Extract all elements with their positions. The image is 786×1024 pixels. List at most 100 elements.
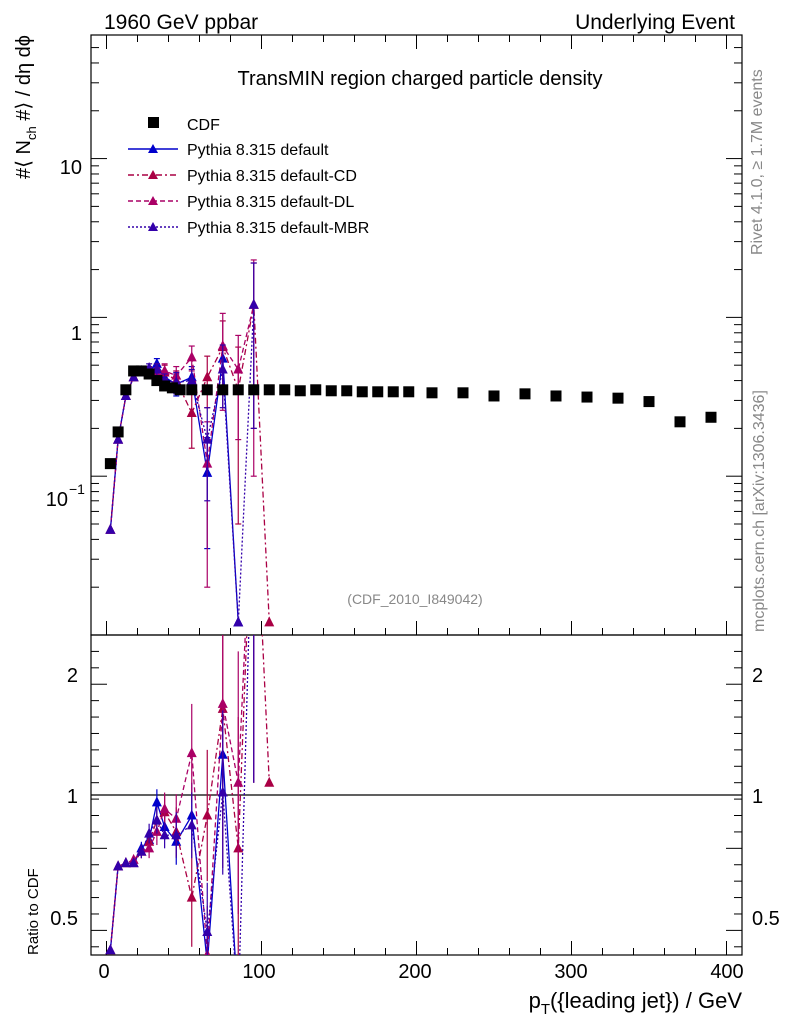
- data-point-cdf: [426, 387, 438, 399]
- data-point-cdf: [104, 458, 116, 470]
- ratio-marker-pythia-8-315-default: [202, 957, 212, 967]
- x-tick-label-200: 200: [398, 961, 431, 983]
- ratio-marker-pythia-8-315-default-mbr: [120, 857, 131, 868]
- data-point-cdf: [705, 411, 717, 423]
- axis-ticks: [91, 34, 742, 955]
- marker-pythia-8-315-default-mbr: [105, 523, 116, 534]
- header-left: 1960 GeV ppbar: [104, 11, 258, 34]
- data-point-cdf: [325, 385, 337, 397]
- legend-label-mbr: Pythia 8.315 default-MBR: [187, 220, 369, 237]
- data-point-cdf: [217, 384, 229, 396]
- ratio-marker-pythia-8-315-default-mbr: [144, 827, 155, 838]
- legend-marker-cd: [148, 170, 158, 179]
- ratio-marker-pythia-8-315-default: [151, 796, 162, 807]
- data-point-cdf: [356, 386, 368, 398]
- ratio-marker-pythia-8-315-default-cd: [264, 776, 275, 787]
- ratio-plot-area: [105, 635, 275, 1012]
- ratio-tick-label-0.5: 0.5: [50, 908, 78, 930]
- data-point-cdf: [248, 384, 260, 396]
- series-line-pythia-8-315-default-dl: [109, 304, 255, 530]
- legend-label-default: Pythia 8.315 default: [187, 142, 329, 159]
- data-point-cdf: [112, 426, 124, 438]
- marker-pythia-8-315-default-mbr: [186, 374, 197, 385]
- y-tick-label-10: 10: [60, 157, 82, 179]
- x-axis-label-sub: T: [541, 1001, 550, 1018]
- ratio-axis-label: Ratio to CDF: [25, 868, 42, 955]
- ratio-marker-pythia-8-315-default-mbr: [128, 857, 139, 868]
- legend-marker-mbr: [148, 222, 158, 231]
- ratio-marker-pythia-8-315-default-mbr: [113, 860, 124, 871]
- ratio-tick-label-1: 1: [67, 786, 78, 808]
- x-axis-label-rest: ({leading jet}) / GeV: [550, 988, 742, 1013]
- data-point-cdf: [151, 375, 163, 387]
- data-point-cdf: [403, 386, 415, 398]
- data-point-cdf: [201, 384, 213, 396]
- ratio-marker-pythia-8-315-default-dl: [159, 802, 170, 813]
- marker-pythia-8-315-default-dl: [159, 364, 170, 375]
- data-point-cdf: [279, 384, 291, 396]
- ratio-marker-pythia-8-315-default-mbr: [159, 829, 170, 840]
- legend-label-cd: Pythia 8.315 default-CD: [187, 168, 357, 185]
- ratio-marker-pythia-8-315-default-mbr: [151, 814, 162, 825]
- x-tick-label-300: 300: [554, 961, 587, 983]
- ratio-marker-pythia-8-315-default-dl: [186, 747, 197, 758]
- data-point-cdf: [174, 384, 186, 396]
- marker-pythia-8-315-default-mbr: [217, 363, 228, 374]
- marker-pythia-8-315-default-mbr: [248, 298, 259, 309]
- ratio-marker-pythia-8-315-default: [233, 1002, 243, 1012]
- data-point-cdf: [674, 416, 686, 428]
- analysis-tag: (CDF_2010_I849042): [347, 591, 482, 607]
- y-tick-label-1: 1: [71, 323, 82, 345]
- data-point-cdf: [488, 390, 500, 402]
- ratio-marker-pythia-8-315-default-mbr: [171, 829, 182, 840]
- ratio-tick-label-right-0.5: 0.5: [752, 908, 780, 930]
- data-point-cdf: [294, 385, 306, 397]
- y-tick-label-exponent: −1: [69, 481, 85, 497]
- data-point-cdf: [581, 391, 593, 403]
- data-point-cdf: [186, 384, 198, 396]
- side-label-mcplots: mcplots.cern.ch [arXiv:1306.3436]: [751, 390, 768, 632]
- marker-pythia-8-315-default-mbr: [202, 433, 213, 444]
- y-axis-label-a: #⟨ N: [13, 140, 35, 179]
- ratio-line-pythia-8-315-default-cd: [109, 635, 270, 951]
- ratio-tick-label-2: 2: [67, 665, 78, 687]
- data-point-cdf: [612, 392, 624, 404]
- data-point-cdf: [166, 382, 178, 394]
- data-point-cdf: [310, 384, 322, 396]
- data-point-cdf: [387, 386, 399, 398]
- data-point-cdf: [550, 390, 562, 402]
- legend-label-cdf: CDF: [187, 117, 220, 134]
- data-point-cdf: [643, 396, 655, 408]
- series-line-pythia-8-315-default-mbr: [109, 304, 255, 623]
- data-point-cdf: [120, 384, 132, 396]
- ratio-marker-pythia-8-315-default-mbr: [186, 819, 197, 830]
- legend-label-dl: Pythia 8.315 default-DL: [187, 194, 354, 211]
- ratio-tick-label-right-2: 2: [752, 665, 763, 687]
- ratio-line-pythia-8-315-default: [109, 754, 236, 955]
- data-point-cdf: [457, 387, 469, 399]
- data-point-cdf: [159, 380, 171, 392]
- series-line-pythia-8-315-default-cd: [109, 304, 270, 623]
- side-label-rivet: Rivet 4.1.0, ≥ 1.7M events: [749, 69, 766, 255]
- ratio-marker-pythia-8-315-default-dl: [217, 697, 228, 708]
- ratio-marker-pythia-8-315-default-mbr: [105, 944, 116, 955]
- marker-pythia-8-315-default-dl: [186, 351, 197, 362]
- data-point-cdf: [143, 368, 155, 380]
- y-tick-label-0.1: 10: [46, 489, 68, 511]
- data-point-cdf: [372, 386, 384, 398]
- legend: CDF Pythia 8.315 default Pythia 8.315 de…: [128, 117, 369, 237]
- data-point-cdf: [341, 385, 353, 397]
- ratio-line-pythia-8-315-default-dl: [109, 635, 246, 955]
- y-axis-label-b: #⟩ / dη dϕ: [13, 35, 35, 126]
- data-point-cdf: [135, 365, 147, 377]
- x-tick-label-400: 400: [710, 961, 743, 983]
- legend-marker-dl: [148, 196, 158, 205]
- ratio-marker-pythia-8-315-default-dl: [144, 842, 155, 853]
- legend-marker-default: [148, 144, 158, 153]
- data-point-cdf: [232, 384, 244, 396]
- y-axis-label-sub: ch: [24, 126, 39, 140]
- data-point-cdf: [128, 365, 140, 377]
- marker-pythia-8-315-default-dl: [233, 363, 244, 374]
- x-axis-label: pT({leading jet}) / GeV: [529, 988, 743, 1018]
